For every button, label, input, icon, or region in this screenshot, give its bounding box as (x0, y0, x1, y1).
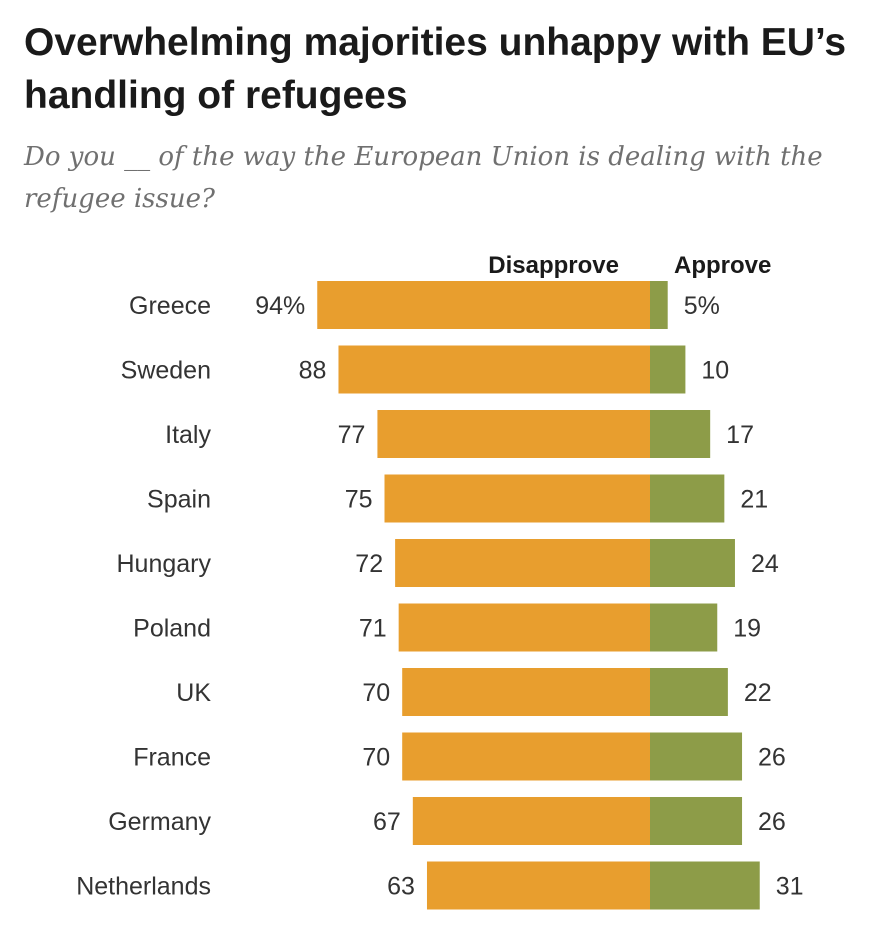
chart-title: Overwhelming majorities unhappy with EU’… (24, 21, 847, 117)
approve-value-label: 21 (740, 486, 768, 514)
approve-value-label: 10 (701, 357, 729, 385)
disapprove-bar (398, 603, 650, 652)
bar-row-spain: Spain 75 21 (147, 474, 768, 523)
approve-bar (650, 539, 735, 587)
disapprove-bar (317, 281, 650, 329)
disapprove-value-label: 70 (362, 744, 390, 772)
legend-approve: Approve (674, 252, 771, 279)
approve-bar (650, 345, 686, 394)
disapprove-bar (377, 410, 650, 458)
approve-value-label: 26 (758, 744, 786, 772)
approve-value-label: 31 (776, 873, 804, 901)
category-label: Greece (129, 292, 211, 320)
disapprove-bar (402, 668, 650, 716)
legend-disapprove: Disapprove (488, 252, 619, 279)
category-label: Germany (108, 808, 211, 836)
bar-row-germany: Germany 67 26 (108, 797, 786, 845)
disapprove-value-label: 71 (359, 615, 387, 643)
bar-row-hungary: Hungary 72 24 (117, 539, 779, 587)
category-label: Netherlands (76, 873, 211, 901)
category-label: France (133, 744, 211, 772)
disapprove-bar (395, 539, 650, 587)
category-label: Poland (133, 615, 211, 643)
category-label: Spain (147, 486, 211, 514)
approve-bar (650, 861, 760, 910)
disapprove-value-label: 67 (373, 808, 401, 836)
bars: Greece 94% 5% Sweden 88 10 Italy 77 17 Spain 75 21 H… (76, 281, 804, 910)
approve-bar (650, 668, 728, 716)
approve-bar (650, 732, 743, 781)
disapprove-value-label: 77 (338, 421, 366, 449)
disapprove-bar (402, 732, 650, 781)
category-label: Italy (165, 421, 211, 449)
disapprove-bar (412, 797, 650, 845)
approve-bar (650, 474, 725, 523)
bar-row-italy: Italy 77 17 (165, 410, 754, 458)
legend: Disapprove Approve (488, 252, 771, 279)
category-label: Hungary (117, 550, 212, 578)
disapprove-value-label: 70 (362, 679, 390, 707)
approve-bar (650, 797, 743, 845)
approve-value-label: 19 (733, 615, 761, 643)
approve-value-label: 5% (684, 292, 720, 320)
disapprove-bar (384, 474, 650, 523)
disapprove-value-label: 88 (299, 357, 327, 385)
approve-value-label: 17 (726, 421, 754, 449)
approve-value-label: 26 (758, 808, 786, 836)
approve-bar (650, 281, 668, 329)
bar-row-uk: UK 70 22 (176, 668, 772, 716)
category-label: UK (176, 679, 211, 707)
disapprove-value-label: 94% (255, 292, 305, 320)
disapprove-bar (338, 345, 650, 394)
category-label: Sweden (121, 357, 211, 385)
disapprove-value-label: 72 (355, 550, 383, 578)
approve-bar (650, 410, 711, 458)
bar-row-france: France 70 26 (133, 732, 786, 781)
bar-row-poland: Poland 71 19 (133, 603, 761, 652)
approve-bar (650, 603, 718, 652)
bar-row-sweden: Sweden 88 10 (121, 345, 729, 394)
bar-row-netherlands: Netherlands 63 31 (76, 861, 804, 910)
bar-row-greece: Greece 94% 5% (129, 281, 720, 329)
disapprove-value-label: 75 (345, 486, 373, 514)
approve-value-label: 22 (744, 679, 772, 707)
approve-value-label: 24 (751, 550, 779, 578)
disapprove-value-label: 63 (387, 873, 415, 901)
chart-subtitle: Do you __ of the way the European Union … (24, 142, 823, 214)
disapprove-bar (426, 861, 650, 910)
